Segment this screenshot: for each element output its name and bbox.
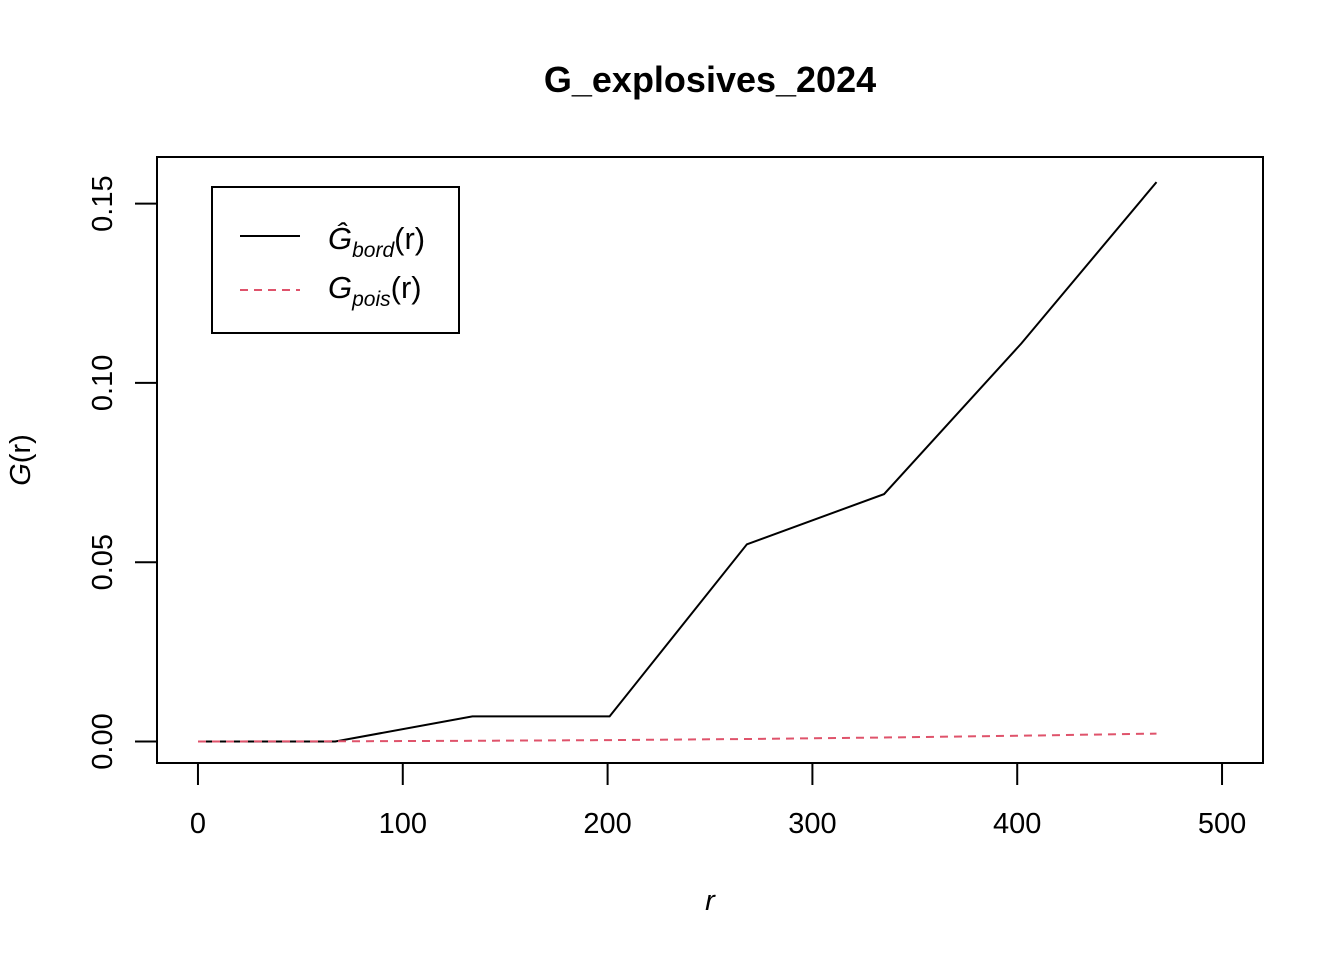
legend-bord-main: Ĝ: [328, 221, 352, 256]
y-axis-label-arg: (r): [5, 434, 37, 463]
y-tick-label: 0.00: [87, 713, 119, 769]
y-axis: 0.00 0.05 0.10 0.15: [87, 175, 158, 770]
legend-box: [211, 186, 460, 334]
legend-bord-arg: (r): [394, 221, 425, 256]
y-tick-label: 0.15: [87, 175, 119, 231]
y-axis-label: G(r): [5, 434, 37, 486]
series-line-bord: [198, 181, 1158, 743]
x-tick-label: 0: [190, 808, 206, 840]
legend-label-pois: Gpois(r): [328, 270, 422, 311]
x-tick-label: 100: [379, 808, 427, 840]
series-layer: [197, 181, 1158, 743]
legend-pois-main: G: [328, 270, 352, 305]
chart-title: G_explosives_2024: [544, 59, 876, 100]
legend-pois-arg: (r): [391, 270, 422, 305]
legend-bord-sub: bord: [352, 239, 395, 262]
x-axis: 0 100 200 300 400 500: [190, 762, 1246, 840]
legend: Ĝbord(r) Gpois(r): [211, 186, 460, 334]
legend-label-bord: Ĝbord(r): [328, 221, 425, 262]
y-tick-label: 0.10: [87, 355, 119, 411]
y-tick-label: 0.05: [87, 534, 119, 590]
x-tick-label: 500: [1198, 808, 1246, 840]
legend-pois-sub: pois: [351, 288, 391, 311]
x-tick-label: 300: [788, 808, 836, 840]
x-axis-label: r: [705, 885, 716, 917]
x-tick-label: 400: [993, 808, 1041, 840]
x-tick-label: 200: [583, 808, 631, 840]
y-axis-label-main: G: [5, 463, 37, 486]
series-line-pois: [197, 732, 1157, 743]
